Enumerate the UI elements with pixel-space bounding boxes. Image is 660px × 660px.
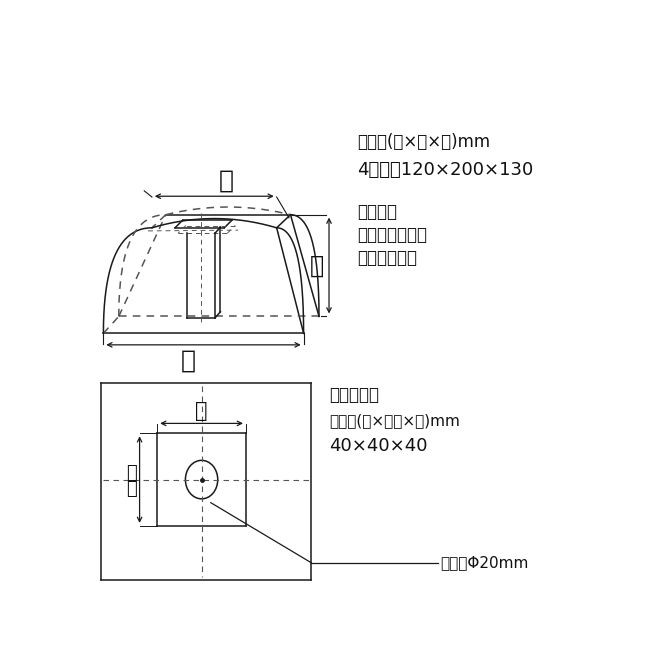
Text: 高: 高 bbox=[310, 253, 325, 278]
Text: パイナップル地: パイナップル地 bbox=[358, 226, 428, 244]
Text: タタキ仕上げ: タタキ仕上げ bbox=[358, 249, 418, 267]
Text: 嶼: 嶼 bbox=[195, 401, 208, 421]
Text: 天: 天 bbox=[218, 169, 234, 193]
Text: サイズ(嶼×奥行×深)mm: サイズ(嶼×奥行×深)mm bbox=[329, 412, 460, 428]
Text: サイズ(天×底×高)mm: サイズ(天×底×高)mm bbox=[358, 133, 490, 151]
Text: 4寸　　120×200×130: 4寸 120×200×130 bbox=[358, 161, 534, 179]
Text: 「ホゾ穴」: 「ホゾ穴」 bbox=[329, 386, 379, 404]
Text: 貫通穴Φ20mm: 貫通穴Φ20mm bbox=[441, 555, 529, 570]
Text: 行: 行 bbox=[127, 480, 137, 498]
Text: 仕上げ：: 仕上げ： bbox=[358, 203, 397, 220]
Text: 奥: 奥 bbox=[127, 465, 137, 482]
Text: 底: 底 bbox=[181, 348, 195, 372]
Text: 40×40×40: 40×40×40 bbox=[329, 438, 428, 455]
